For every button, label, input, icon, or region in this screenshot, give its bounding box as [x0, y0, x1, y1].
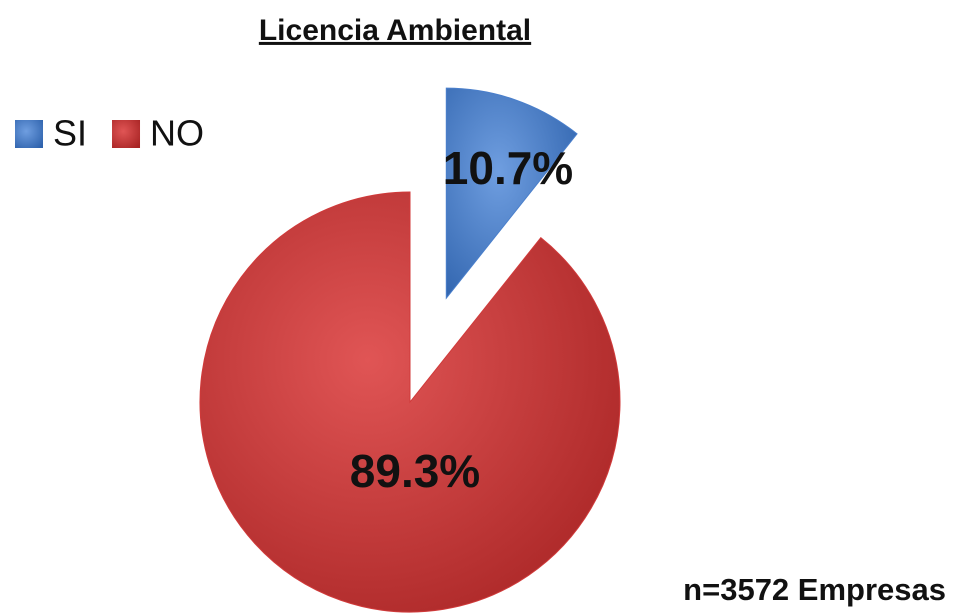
value-label: 89.3%: [350, 445, 480, 497]
legend-swatch: [112, 120, 141, 148]
pie-slice: [445, 87, 578, 300]
legend-label: SI: [53, 113, 87, 154]
legend-label: NO: [150, 113, 204, 154]
chart-title: Licencia Ambiental: [259, 14, 531, 47]
pie-slice: [199, 191, 621, 613]
annotation: n=3572 Empresas: [683, 572, 946, 607]
value-label: 10.7%: [443, 142, 573, 194]
legend-swatch: [15, 120, 43, 148]
